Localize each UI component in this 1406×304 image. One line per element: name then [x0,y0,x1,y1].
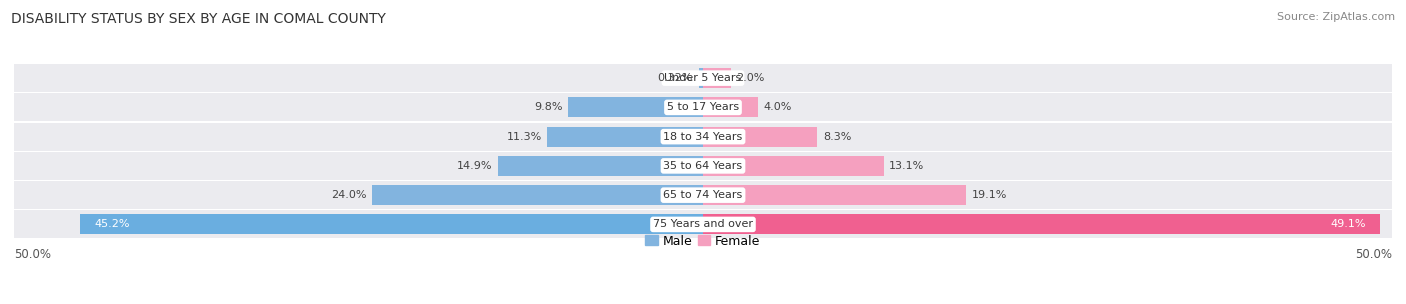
Bar [373,185,703,205]
Text: 13.1%: 13.1% [889,161,924,171]
Text: Source: ZipAtlas.com: Source: ZipAtlas.com [1277,12,1395,22]
Text: 0.32%: 0.32% [658,73,693,83]
Bar [547,127,703,147]
Text: 2.0%: 2.0% [737,73,765,83]
Bar [703,185,966,205]
Text: Under 5 Years: Under 5 Years [665,73,741,83]
Text: 35 to 64 Years: 35 to 64 Years [664,161,742,171]
Text: 50.0%: 50.0% [14,248,51,261]
Text: DISABILITY STATUS BY SEX BY AGE IN COMAL COUNTY: DISABILITY STATUS BY SEX BY AGE IN COMAL… [11,12,387,26]
Bar [703,98,758,117]
Bar [703,127,817,147]
Text: 4.0%: 4.0% [763,102,792,112]
Text: 45.2%: 45.2% [94,219,129,230]
Text: 24.0%: 24.0% [332,190,367,200]
Bar [14,152,1392,180]
Text: 14.9%: 14.9% [457,161,492,171]
Bar [14,181,1392,209]
Bar [498,156,703,176]
Text: 11.3%: 11.3% [506,132,541,142]
Text: 75 Years and over: 75 Years and over [652,219,754,230]
Legend: Male, Female: Male, Female [641,230,765,253]
Text: 49.1%: 49.1% [1330,219,1365,230]
Text: 19.1%: 19.1% [972,190,1007,200]
Bar [703,156,883,176]
Bar [14,93,1392,121]
Text: 9.8%: 9.8% [534,102,562,112]
Bar [14,210,1392,238]
Text: 50.0%: 50.0% [1355,248,1392,261]
Bar [14,64,1392,92]
Bar [568,98,703,117]
Bar [699,68,703,88]
Bar [14,123,1392,151]
Text: 18 to 34 Years: 18 to 34 Years [664,132,742,142]
Bar [703,214,1379,234]
Bar [80,214,703,234]
Bar [703,68,731,88]
Text: 5 to 17 Years: 5 to 17 Years [666,102,740,112]
Text: 8.3%: 8.3% [823,132,851,142]
Text: 65 to 74 Years: 65 to 74 Years [664,190,742,200]
